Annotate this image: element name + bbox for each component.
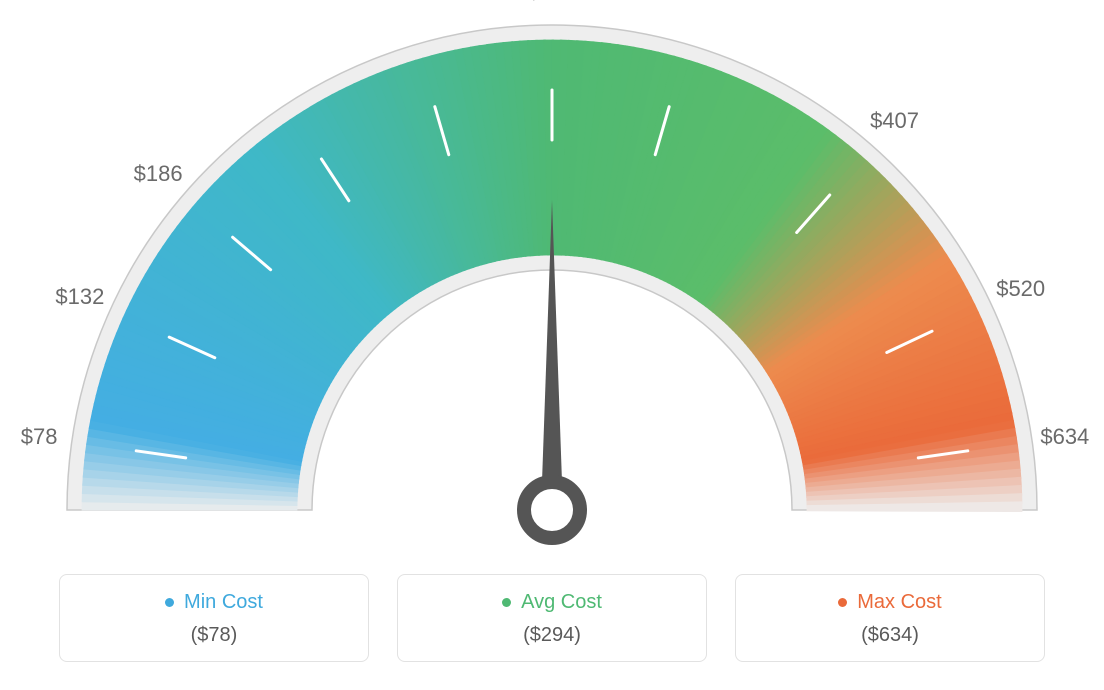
gauge-tick-label: $132 — [55, 284, 104, 310]
legend-card-min: Min Cost ($78) — [59, 574, 369, 662]
dot-max — [838, 598, 847, 607]
legend-title-avg: Avg Cost — [502, 591, 602, 614]
legend-title-min: Min Cost — [165, 591, 263, 614]
legend-label-max: Max Cost — [857, 591, 941, 614]
dot-min — [165, 598, 174, 607]
gauge-tick-label: $407 — [870, 108, 919, 134]
legend-title-max: Max Cost — [838, 591, 941, 614]
gauge-tick-label: $520 — [996, 276, 1045, 302]
gauge-tick-label: $634 — [1040, 424, 1089, 450]
gauge-tick-label: $294 — [528, 0, 577, 5]
legend-label-avg: Avg Cost — [521, 591, 602, 614]
legend-value-avg: ($294) — [398, 624, 706, 647]
gauge-needle-hub — [524, 482, 580, 538]
legend-card-max: Max Cost ($634) — [735, 574, 1045, 662]
legend-label-min: Min Cost — [184, 591, 263, 614]
gauge-tick-label: $186 — [134, 161, 183, 187]
gauge-chart-container: $78 $132 $186 $294 $407 $520 $634 Min Cost ($7… — [0, 0, 1104, 690]
gauge-tick-label: $78 — [21, 424, 58, 450]
legend-value-min: ($78) — [60, 624, 368, 647]
legend-value-max: ($634) — [736, 624, 1044, 647]
dot-avg — [502, 598, 511, 607]
legend-card-avg: Avg Cost ($294) — [397, 574, 707, 662]
gauge-area: $78 $132 $186 $294 $407 $520 $634 — [0, 0, 1104, 560]
legend-row: Min Cost ($78) Avg Cost ($294) Max Cost … — [0, 574, 1104, 662]
gauge-svg — [0, 0, 1104, 560]
